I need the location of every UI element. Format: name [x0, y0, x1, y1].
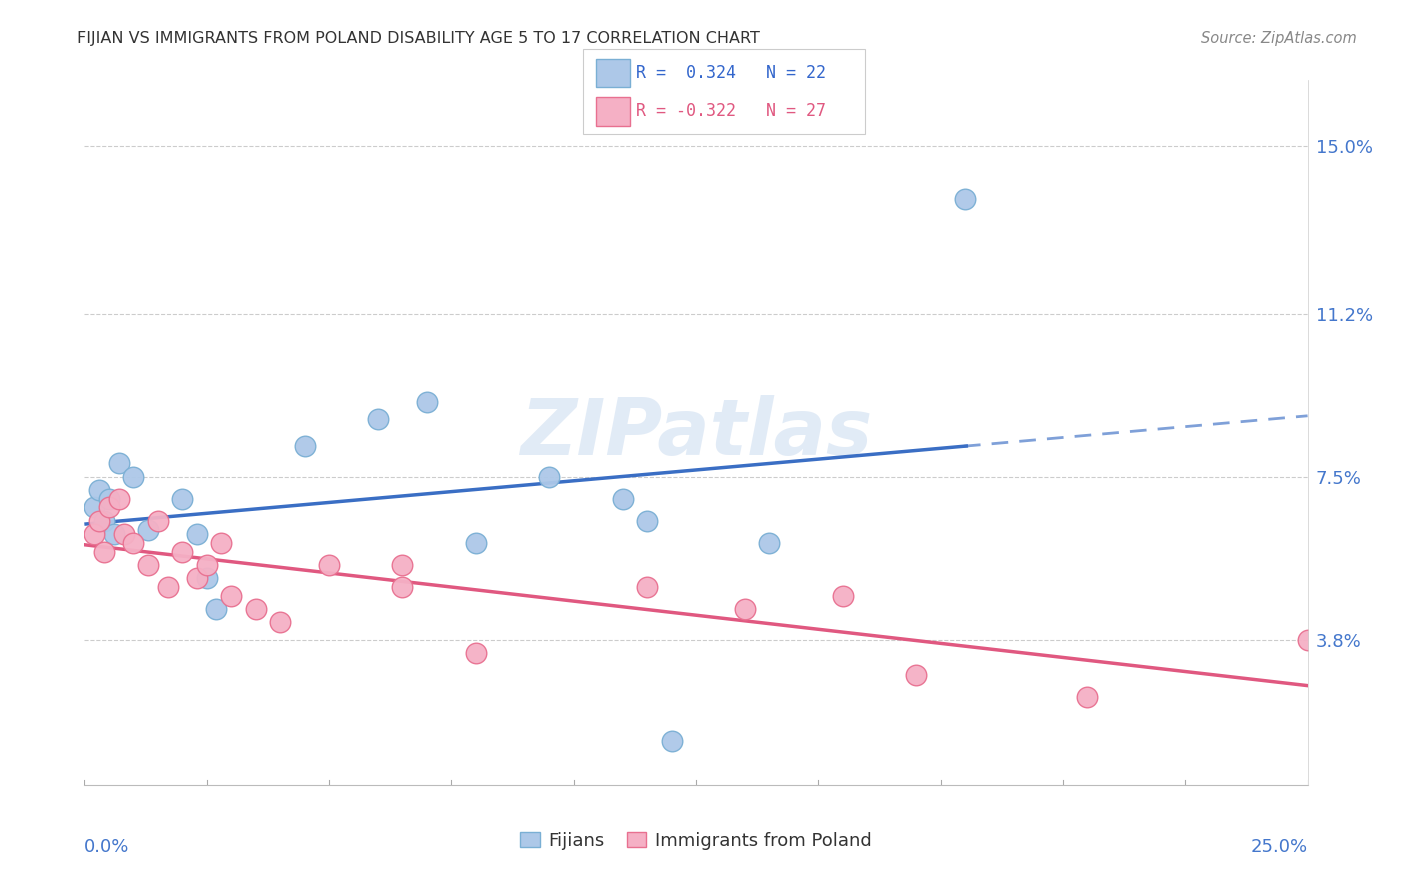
- Point: [953, 192, 976, 206]
- Point: [186, 571, 208, 585]
- Point: [1076, 690, 1098, 704]
- Point: [103, 527, 125, 541]
- Point: [122, 535, 145, 549]
- Point: [391, 558, 413, 572]
- Point: [93, 514, 115, 528]
- Point: [93, 544, 115, 558]
- Y-axis label: Disability Age 5 to 17: Disability Age 5 to 17: [0, 335, 8, 530]
- Point: [136, 523, 159, 537]
- Point: [87, 483, 110, 497]
- Point: [636, 580, 658, 594]
- Point: [636, 514, 658, 528]
- Point: [156, 580, 179, 594]
- Point: [107, 491, 129, 506]
- Point: [205, 601, 228, 615]
- Text: FIJIAN VS IMMIGRANTS FROM POLAND DISABILITY AGE 5 TO 17 CORRELATION CHART: FIJIAN VS IMMIGRANTS FROM POLAND DISABIL…: [77, 31, 761, 46]
- Point: [172, 544, 194, 558]
- Point: [112, 527, 135, 541]
- Point: [758, 535, 780, 549]
- Point: [195, 571, 218, 585]
- Text: ZIPatlas: ZIPatlas: [520, 394, 872, 471]
- Point: [107, 457, 129, 471]
- Point: [186, 527, 208, 541]
- Point: [97, 491, 120, 506]
- Point: [269, 615, 291, 629]
- Point: [464, 535, 486, 549]
- Point: [172, 491, 194, 506]
- Point: [245, 601, 267, 615]
- Point: [661, 734, 683, 748]
- Legend: Fijians, Immigrants from Poland: Fijians, Immigrants from Poland: [513, 824, 879, 857]
- Point: [209, 535, 232, 549]
- Point: [905, 668, 928, 682]
- Text: R =  0.324   N = 22: R = 0.324 N = 22: [636, 64, 825, 82]
- Point: [391, 580, 413, 594]
- Text: Source: ZipAtlas.com: Source: ZipAtlas.com: [1201, 31, 1357, 46]
- Text: R = -0.322   N = 27: R = -0.322 N = 27: [636, 103, 825, 120]
- Point: [294, 439, 316, 453]
- Point: [831, 589, 853, 603]
- Point: [538, 469, 561, 483]
- Point: [83, 527, 105, 541]
- Text: 0.0%: 0.0%: [84, 838, 129, 855]
- Point: [318, 558, 340, 572]
- Point: [146, 514, 169, 528]
- Point: [734, 601, 756, 615]
- Point: [136, 558, 159, 572]
- Point: [122, 469, 145, 483]
- Point: [612, 491, 634, 506]
- Point: [83, 500, 105, 515]
- Point: [87, 514, 110, 528]
- Point: [464, 646, 486, 660]
- Point: [416, 394, 439, 409]
- Point: [97, 500, 120, 515]
- Point: [367, 412, 389, 426]
- Point: [195, 558, 218, 572]
- Point: [219, 589, 242, 603]
- Point: [1296, 632, 1319, 647]
- Text: 25.0%: 25.0%: [1250, 838, 1308, 855]
